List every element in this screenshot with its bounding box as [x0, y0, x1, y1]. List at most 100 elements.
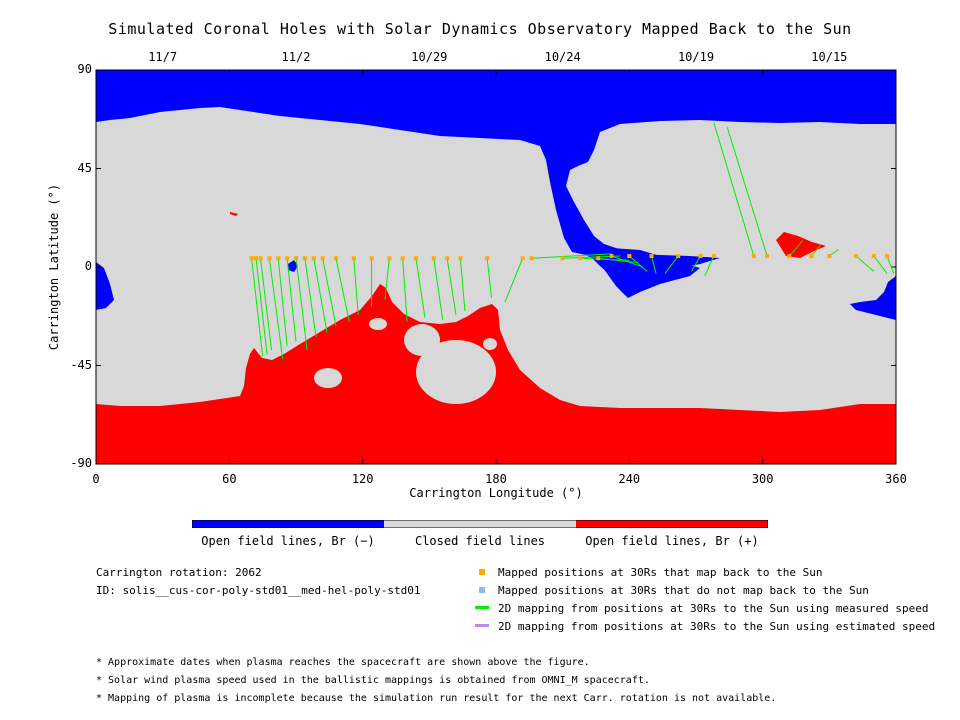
key-unmapped: Mapped positions at 30Rs that do not map… [498, 584, 869, 597]
note-2: * Solar wind plasma speed used in the ba… [96, 675, 650, 686]
mapping-line [598, 257, 639, 264]
mapping-line [704, 255, 715, 276]
mapping-line [664, 255, 679, 274]
mapping-line [295, 258, 308, 351]
legend-swatch-closed [384, 520, 576, 528]
mapped-point [285, 256, 290, 261]
mapped-point [351, 256, 356, 261]
y-tick-label: -90 [70, 456, 92, 470]
mapped-point [520, 256, 525, 261]
x-axis-label: Carrington Longitude (°) [409, 486, 583, 500]
x-tick-label: 360 [885, 472, 907, 486]
mapping-line [788, 240, 804, 257]
axis-ticks [95, 69, 897, 465]
mapping-line [415, 258, 426, 318]
mapped-point [529, 256, 534, 261]
carrington-rotation: Carrington rotation: 2062 [96, 566, 262, 579]
mapped-point [609, 254, 614, 259]
mapped-point [871, 254, 876, 259]
key-mapped: Mapped positions at 30Rs that map back t… [498, 566, 823, 579]
mapping-line [651, 255, 657, 274]
mapping-line [691, 255, 701, 272]
mapped-marker-swatch [479, 569, 485, 575]
positive-hole-patch [776, 232, 826, 258]
mapped-point [387, 256, 392, 261]
top-date-label: 11/2 [281, 50, 311, 64]
note-1: * Approximate dates when plasma reaches … [96, 657, 590, 668]
mapping-line [277, 258, 288, 346]
mapping-line [531, 253, 612, 259]
mapped-point [294, 256, 298, 261]
mapping-line [611, 255, 643, 268]
y-tick-label: 90 [77, 62, 92, 76]
mapping-line [446, 258, 457, 316]
y-tick-label: 0 [84, 259, 92, 273]
legend-swatch-positive [576, 520, 768, 528]
mapping-line [304, 258, 317, 338]
mapped-point [485, 256, 490, 261]
mapping-line [286, 258, 297, 342]
key-measured: 2D mapping from positions at 30Rs to the… [498, 602, 929, 615]
mapped-point [254, 256, 258, 261]
mapped-point [711, 254, 716, 259]
note-3: * Mapping of plasma is incomplete becaus… [96, 693, 777, 704]
x-tick-label: 180 [485, 472, 507, 486]
key-estimated: 2D mapping from positions at 30Rs to the… [498, 620, 936, 633]
mapped-point [560, 256, 565, 261]
small-negative-spot [288, 260, 298, 272]
mapping-line [886, 255, 895, 274]
mapped-point [649, 254, 654, 259]
top-date-label: 10/19 [677, 50, 715, 64]
mapping-line [433, 258, 444, 320]
mapping-line [255, 258, 268, 355]
mapped-point [627, 254, 632, 259]
y-tick-label: 45 [77, 160, 92, 175]
unmapped-marker-swatch [479, 587, 485, 593]
mapped-point [787, 254, 792, 259]
measured-line-swatch [475, 606, 489, 609]
mapped-point [698, 254, 703, 259]
mapped-point [765, 254, 770, 259]
mapped-point [458, 256, 463, 261]
chart-title: Simulated Coronal Holes with Solar Dynam… [108, 20, 852, 38]
mapping-line [726, 126, 768, 257]
color-legend-bar [192, 520, 768, 528]
mapping-line [322, 258, 337, 327]
mapping-line [313, 258, 328, 333]
mapped-point [431, 256, 436, 261]
mapping-line [384, 258, 390, 300]
mapped-point [320, 256, 325, 261]
x-tick-label: 120 [351, 472, 374, 486]
mapping-lines [251, 122, 895, 359]
top-date-label: 10/15 [811, 50, 848, 64]
east-edge-negative-hole [850, 276, 896, 320]
mapped-point [400, 256, 405, 261]
north-negative-coronal-hole [96, 70, 896, 296]
mapping-line [504, 258, 524, 303]
x-tick-label: 0 [92, 472, 100, 486]
top-date-label: 10/24 [544, 50, 581, 64]
mapped-point [885, 254, 890, 259]
west-edge-negative-hole [96, 262, 114, 310]
mapped-point [311, 256, 316, 261]
closed-island-2 [369, 318, 387, 330]
mapped-point [302, 256, 307, 261]
mapped-point [578, 256, 583, 261]
y-axis-label: Carrington Latitude (°) [47, 183, 61, 351]
mapped-point [827, 254, 832, 259]
estimated-line-swatch [475, 624, 489, 627]
mapped-point [809, 254, 814, 259]
y-tick-label: -45 [70, 357, 92, 372]
legend-label-positive: Open field lines, Br (+) [585, 534, 759, 548]
mapped-point [676, 254, 681, 259]
mapping-line [486, 258, 493, 298]
south-positive-coronal-hole [96, 284, 896, 464]
mapped-point [267, 256, 272, 261]
mapping-line [629, 255, 648, 272]
mapped-points [249, 254, 890, 261]
mapping-line [259, 258, 273, 351]
x-tick-label: 60 [222, 472, 237, 486]
mapped-point [369, 256, 374, 261]
mapping-line [335, 258, 350, 322]
